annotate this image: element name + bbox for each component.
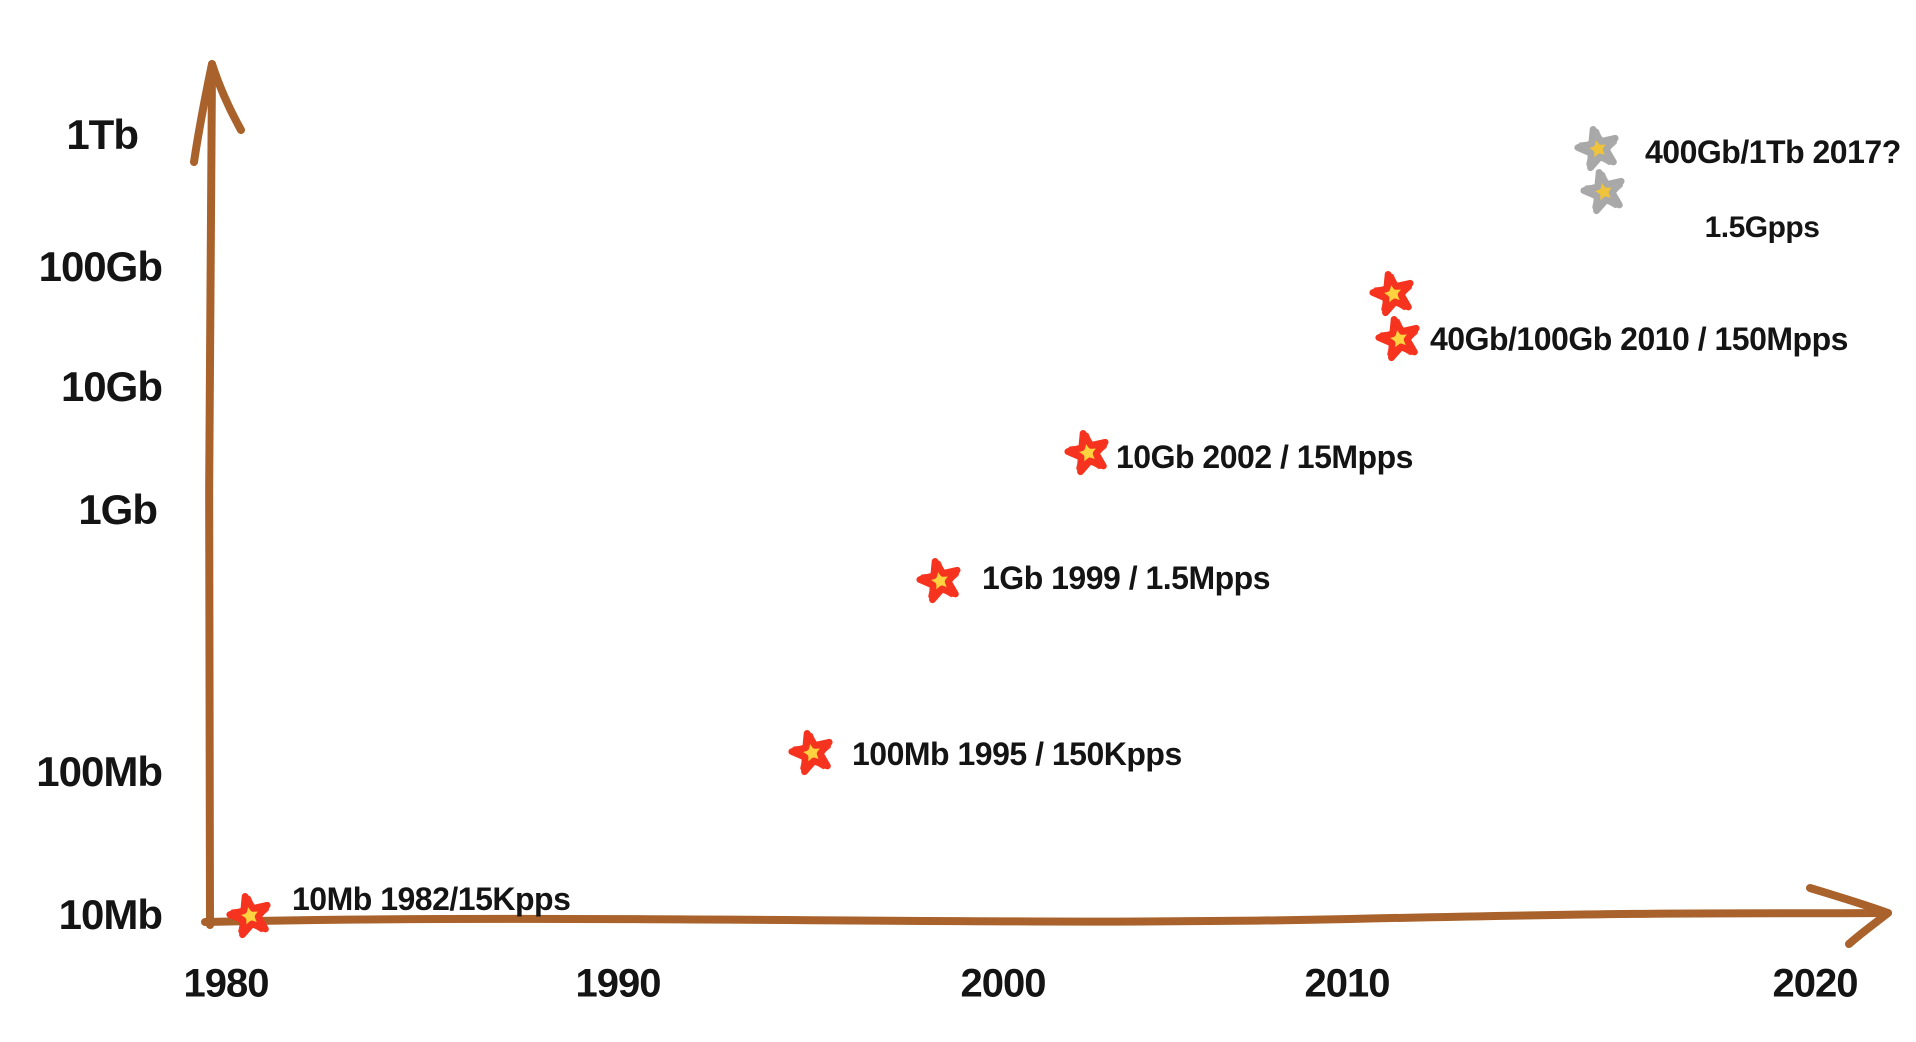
red-star-icon: [1062, 427, 1114, 479]
x-axis-arrow: [201, 884, 1892, 948]
x-tick-label: 1990: [575, 961, 662, 1006]
red-star-icon: [1367, 268, 1419, 320]
red-star-icon: [914, 555, 966, 607]
x-tick-label: 2010: [1304, 961, 1391, 1006]
y-axis-arrow: [190, 60, 245, 929]
y-tick-label: 1Tb: [66, 111, 139, 158]
x-tick-label: 2020: [1772, 961, 1859, 1006]
y-tick-label: 100Gb: [38, 243, 163, 290]
data-point-sublabel: 1.5Gpps: [1704, 211, 1820, 244]
data-point-label: 1Gb 1999 / 1.5Mpps: [982, 559, 1271, 596]
red-star-icon: [786, 727, 838, 779]
red-star-icon: [224, 890, 276, 942]
red-star-icon: [1373, 313, 1425, 365]
y-tick-label: 100Mb: [36, 748, 163, 795]
x-tick-label: 2000: [960, 961, 1047, 1006]
x-tick-label: 1980: [183, 961, 270, 1006]
data-point-label: 400Gb/1Tb 2017?: [1645, 133, 1901, 170]
y-tick-label: 10Gb: [60, 363, 163, 410]
data-point-label: 10Mb 1982/15Kpps: [292, 880, 571, 917]
data-point-label: 40Gb/100Gb 2010 / 150Mpps: [1430, 320, 1848, 357]
gray-star-icon: [1578, 166, 1630, 218]
y-tick-label: 1Gb: [78, 486, 158, 533]
gray-star-icon: [1572, 123, 1624, 175]
y-tick-label: 10Mb: [58, 891, 163, 938]
data-point-label: 100Mb 1995 / 150Kpps: [852, 735, 1182, 772]
data-point-label: 10Gb 2002 / 15Mpps: [1116, 438, 1413, 475]
